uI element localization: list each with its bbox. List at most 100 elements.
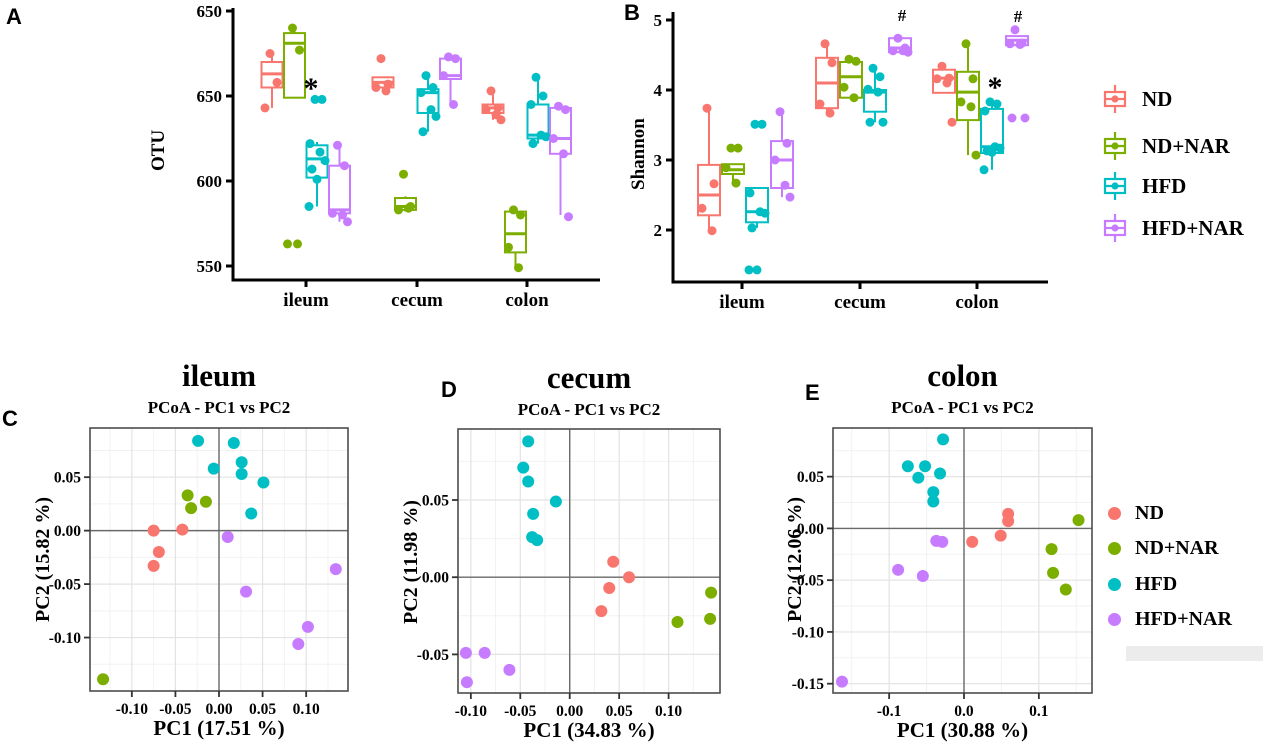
data-point-HFD [873, 87, 883, 97]
scatter-point-ND+NAR [181, 489, 194, 502]
data-point-ND [496, 115, 506, 125]
data-point-HFD+NAR [554, 101, 563, 111]
legend-item-ND: ND [1108, 499, 1164, 527]
svg-text:0.0: 0.0 [954, 703, 974, 720]
data-point-HFD [750, 119, 760, 129]
dot-swatch-icon [1108, 577, 1121, 591]
axis-label-pc2-colon: PC2 (12.06 %) [784, 497, 806, 623]
legend-item-ND+NAR: ND+NAR [1102, 130, 1230, 162]
dot-swatch-icon [1108, 612, 1121, 626]
scatter-point-HFD+NAR [292, 637, 305, 650]
data-point-HFD [745, 188, 755, 198]
boxplot-ND+NAR-cecum [839, 59, 863, 99]
legend-label: ND [1142, 86, 1173, 111]
boxplot-glyph-icon [1103, 214, 1127, 242]
data-point-HFD+NAR [1005, 39, 1015, 49]
svg-text:0.05: 0.05 [797, 469, 824, 486]
data-point-HFD+NAR [564, 212, 573, 222]
svg-text:600: 600 [197, 172, 223, 191]
title-cecum: cecum [546, 360, 632, 395]
axis-label-pc1-colon: PC1 (30.88 %) [896, 718, 1029, 742]
subtitle-ileum: PCoA - PC1 vs PC2 [147, 398, 291, 417]
data-point-ND [709, 179, 719, 189]
data-point-HFD [538, 91, 548, 101]
axis-label-pc2-cecum: PC2 (11.98 %) [400, 500, 422, 625]
data-point-HFD [760, 208, 770, 218]
data-point-ND [383, 79, 393, 89]
scatter-point-HFD+NAR [503, 663, 516, 676]
data-point-HFD+NAR [775, 107, 785, 117]
axis-label-shannon: Shannon [628, 118, 649, 191]
title-ileum: ileum [181, 358, 257, 393]
scatter-point-HFD [919, 460, 932, 473]
scatter-point-HFD [235, 456, 248, 469]
data-point-HFD+NAR [561, 105, 570, 115]
data-point-HFD [985, 97, 995, 107]
scatter-point-HFD+NAR [835, 675, 848, 688]
data-point-ND+NAR [956, 97, 966, 107]
data-point-HFD [528, 139, 538, 149]
scatter-point-ND+NAR [185, 502, 198, 515]
scatter-point-HFD [937, 433, 950, 446]
scatter-panel-E: -0.1 0.0 0.1 0.05 0.00 -0.05 -0.10 -0.15 [792, 427, 1093, 720]
data-point-HFD+NAR [1007, 113, 1017, 123]
data-point-HFD+NAR [780, 180, 790, 190]
axis-label-pc1-cecum: PC1 (34.83 %) [523, 718, 655, 742]
data-point-HFD+NAR [903, 47, 913, 57]
data-point-HFD [426, 105, 436, 115]
svg-text:0.1: 0.1 [1029, 703, 1048, 720]
data-point-ND+NAR [509, 205, 518, 215]
data-point-HFD+NAR [343, 217, 352, 227]
scatter-point-ND+NAR [97, 673, 110, 686]
scatter-point-HFD+NAR [936, 535, 949, 548]
data-point-ND [827, 58, 837, 68]
data-point-HFD [307, 164, 317, 174]
svg-text:0.05: 0.05 [422, 493, 449, 510]
scatter-point-HFD+NAR [329, 563, 342, 576]
svg-text:cecum: cecum [834, 292, 886, 313]
scatter-point-HFD [517, 461, 530, 474]
data-point-ND [947, 117, 957, 127]
data-point-ND [707, 226, 717, 236]
data-point-HFD [431, 111, 441, 121]
data-point-HFD+NAR [1020, 113, 1030, 123]
svg-text:-0.05: -0.05 [417, 647, 450, 664]
panel-label-d: D [441, 377, 457, 402]
svg-text:2: 2 [654, 221, 663, 240]
scatter-point-HFD [257, 476, 270, 489]
data-point-HFD+NAR [338, 210, 347, 220]
legend-item-HFD+NAR: HFD+NAR [1102, 212, 1244, 244]
scatter-point-HFD [522, 435, 535, 448]
scatter-point-ND [147, 524, 160, 537]
boxplot-glyph-icon [1103, 85, 1127, 113]
data-point-ND+NAR [968, 74, 978, 84]
data-point-HFD+NAR [549, 134, 558, 143]
scatter-point-HFD+NAR [478, 646, 491, 659]
data-point-ND [493, 103, 503, 113]
boxplot-glyph-icon [1103, 132, 1127, 160]
data-point-ND+NAR [726, 143, 736, 153]
scatter-point-ND [603, 582, 616, 595]
scatter-point-ND [595, 605, 608, 618]
data-point-HFD [752, 265, 762, 275]
data-point-ND+NAR [851, 56, 861, 66]
data-point-ND [825, 108, 835, 118]
panel-label-c: C [2, 406, 18, 431]
data-point-ND [265, 49, 275, 58]
svg-text:ileum: ileum [283, 290, 329, 311]
boxplot-HFD+NAR-colon [549, 106, 572, 215]
panel-label-e: E [805, 380, 820, 405]
data-point-HFD [310, 94, 320, 104]
scatter-point-HFD [927, 486, 940, 499]
data-point-ND [272, 77, 282, 87]
scatter-point-ND [152, 546, 165, 559]
legend-label: HFD+NAR [1142, 215, 1244, 240]
data-point-HFD+NAR [444, 52, 453, 62]
svg-text:0.05: 0.05 [54, 470, 81, 487]
data-point-ND [481, 105, 491, 115]
data-point-ND [815, 99, 825, 109]
scatter-point-ND [176, 523, 189, 536]
data-point-ND [260, 103, 270, 113]
